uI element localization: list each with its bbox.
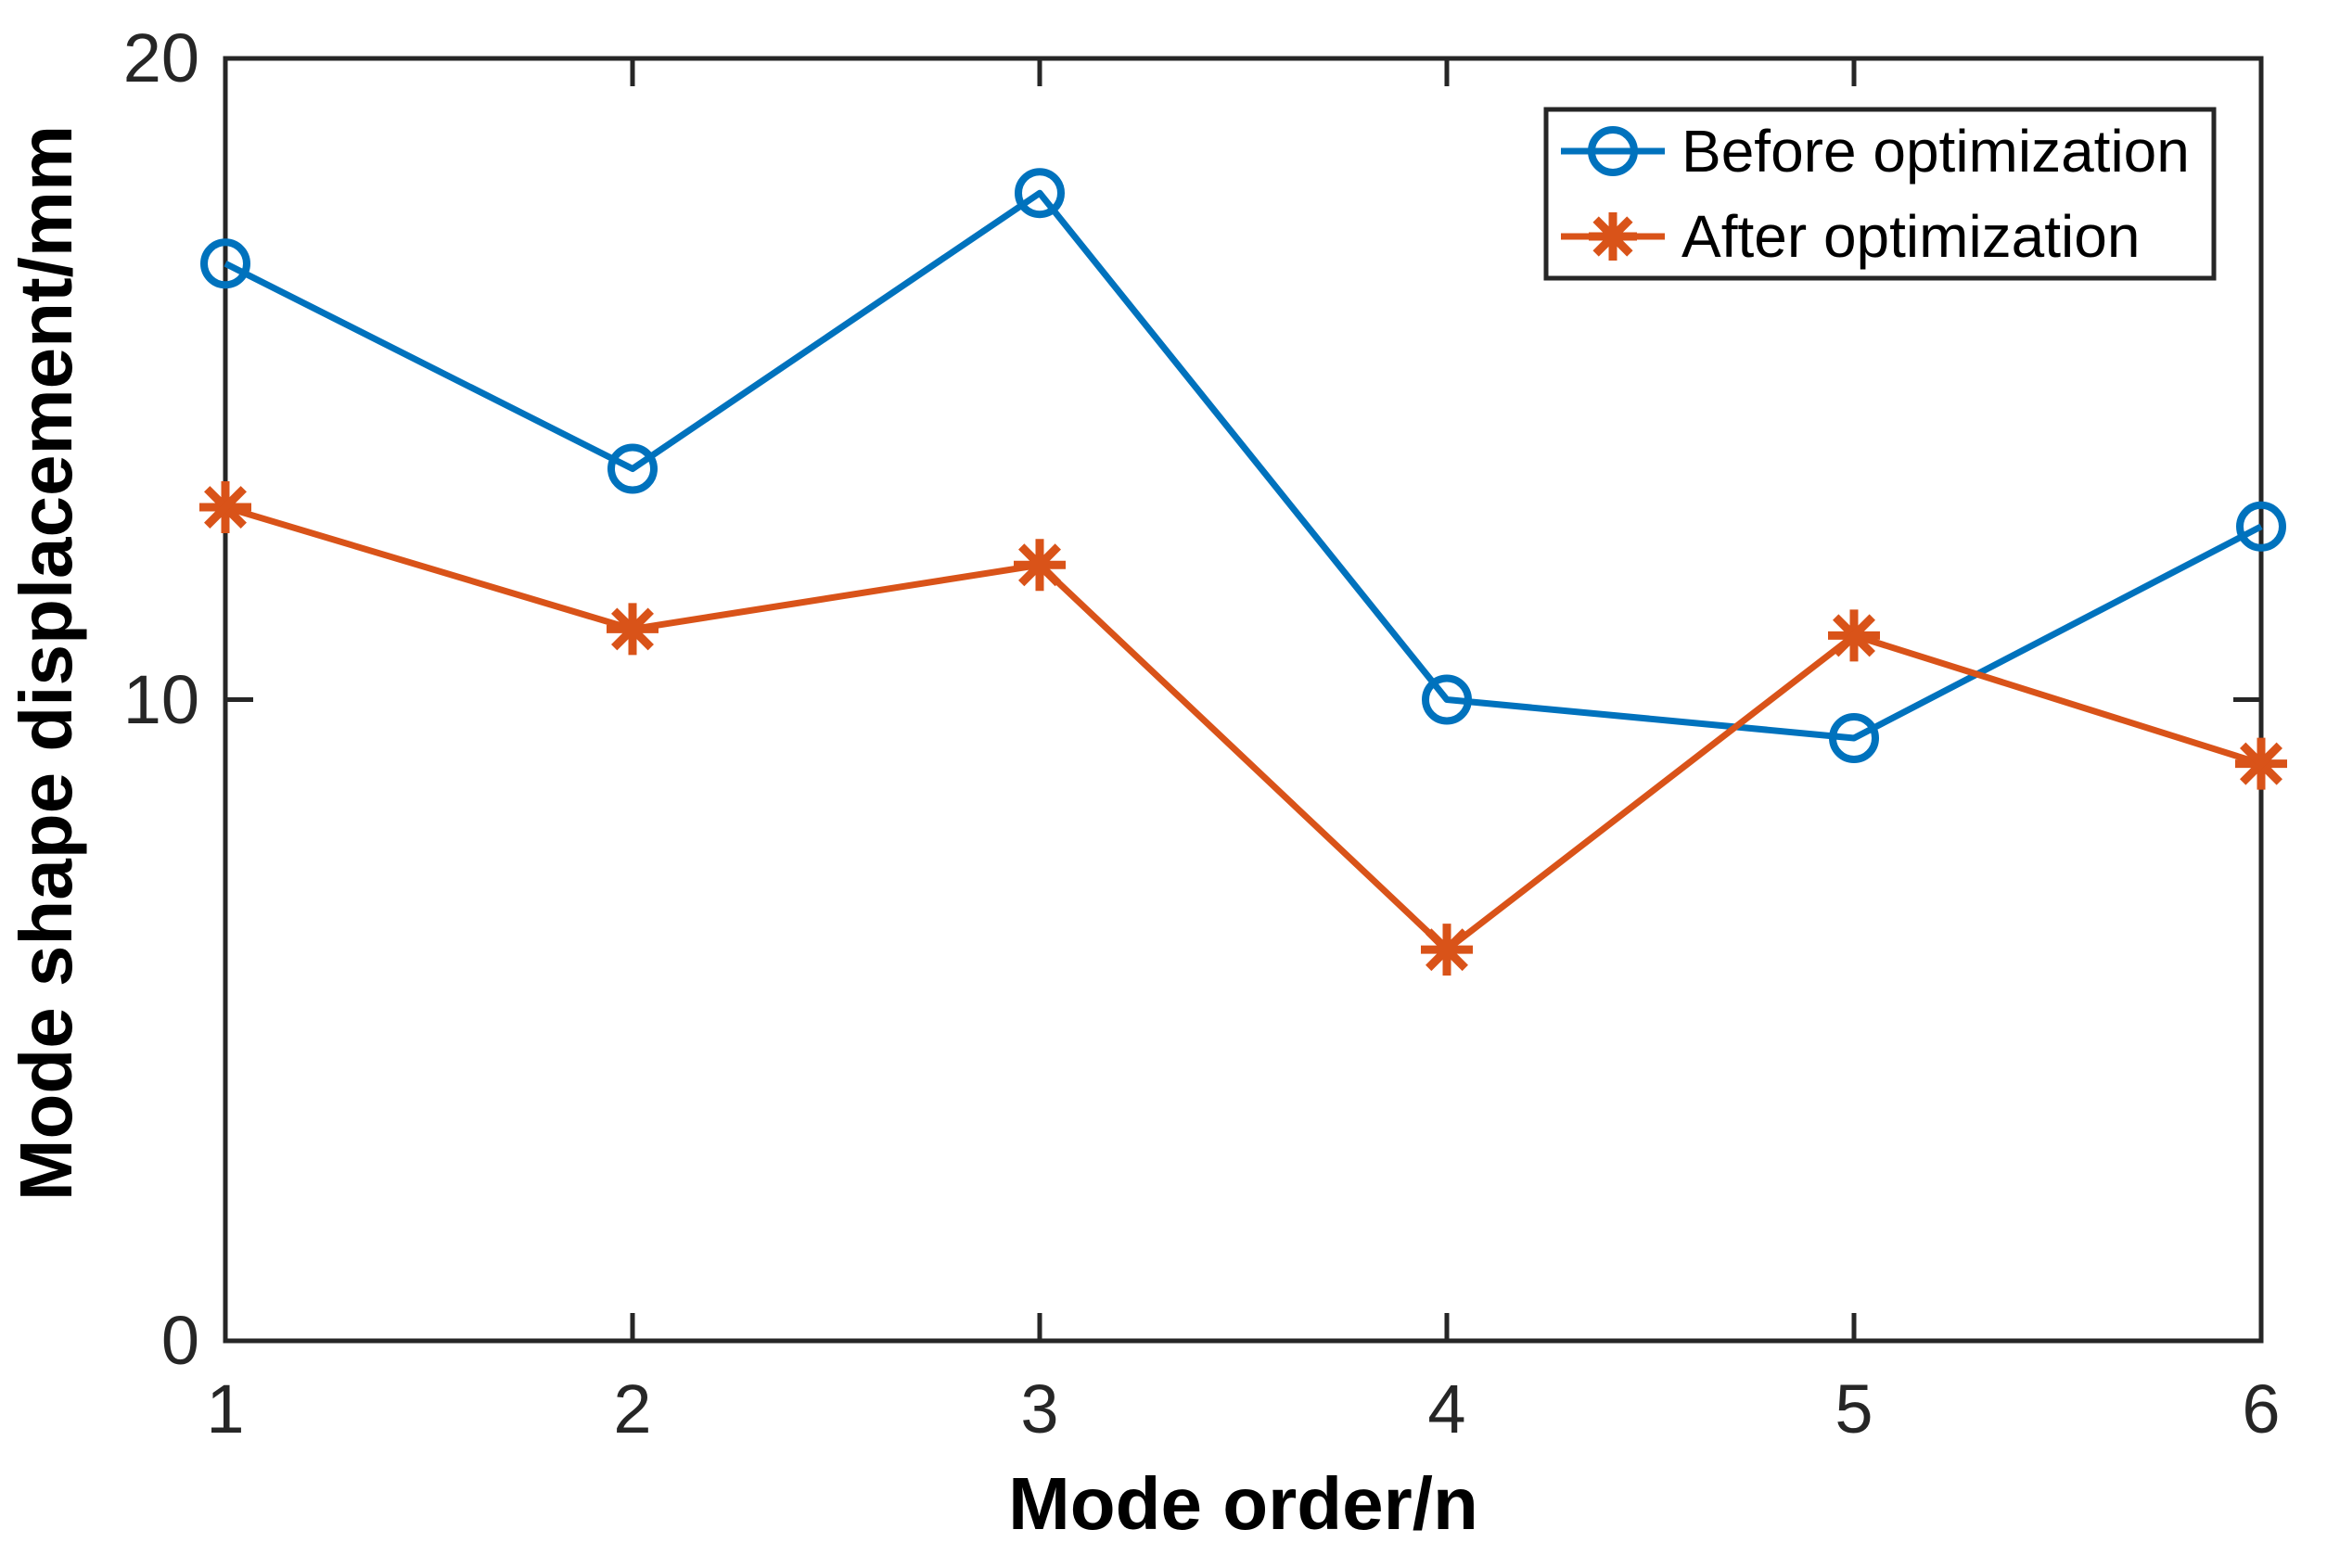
asterisk-spoke bbox=[611, 607, 654, 651]
series-line-before-optimization bbox=[224, 189, 2263, 742]
y-tick-label-20: 20 bbox=[122, 19, 199, 96]
series-after-optimization bbox=[199, 481, 2287, 976]
marker-circle bbox=[2236, 501, 2286, 552]
asterisk-spoke bbox=[2240, 742, 2282, 785]
marker-circle bbox=[200, 238, 250, 289]
marker-circle bbox=[1588, 126, 1638, 176]
marker-asterisk bbox=[2235, 737, 2287, 790]
y-tick-label-10: 10 bbox=[122, 660, 199, 738]
asterisk-spoke bbox=[1833, 614, 1875, 657]
legend-item-after-optimization: After optimization bbox=[1681, 203, 2141, 270]
asterisk-spoke bbox=[1426, 928, 1468, 972]
series-line-after-optimization bbox=[224, 504, 2263, 953]
x-tick-label-5: 5 bbox=[1835, 1370, 1873, 1447]
marker-asterisk bbox=[607, 603, 658, 656]
y-axis-label: Mode shape displacement/mm bbox=[5, 124, 87, 1202]
series-before-optimization bbox=[200, 168, 2286, 763]
marker-asterisk bbox=[1014, 539, 1066, 592]
marker-asterisk bbox=[1828, 609, 1880, 662]
marker-asterisk bbox=[1589, 212, 1637, 261]
marker-asterisk bbox=[1421, 924, 1473, 976]
marker-circle bbox=[1829, 712, 1879, 763]
legend-item-before-optimization: Before optimization bbox=[1681, 118, 2190, 185]
legend-border bbox=[1543, 107, 2217, 281]
x-tick-label-3: 3 bbox=[1020, 1370, 1059, 1447]
asterisk-spoke bbox=[1592, 216, 1633, 257]
x-tick-label-1: 1 bbox=[206, 1370, 245, 1447]
asterisk-spoke bbox=[1018, 543, 1061, 587]
x-tick-label-2: 2 bbox=[613, 1370, 652, 1447]
x-tick-label-4: 4 bbox=[1427, 1370, 1466, 1447]
x-axis-label: Mode order/n bbox=[1008, 1462, 1478, 1545]
legend-box bbox=[1543, 107, 2217, 281]
marker-asterisk bbox=[199, 481, 251, 534]
marker-circle bbox=[1015, 168, 1065, 219]
data-series bbox=[199, 168, 2287, 976]
axis-ticks bbox=[223, 56, 2264, 1344]
asterisk-spoke bbox=[204, 486, 247, 529]
y-tick-label-0: 0 bbox=[160, 1302, 199, 1379]
x-tick-label-6: 6 bbox=[2242, 1370, 2281, 1447]
marker-circle bbox=[1422, 674, 1472, 725]
marker-circle bbox=[607, 443, 658, 494]
